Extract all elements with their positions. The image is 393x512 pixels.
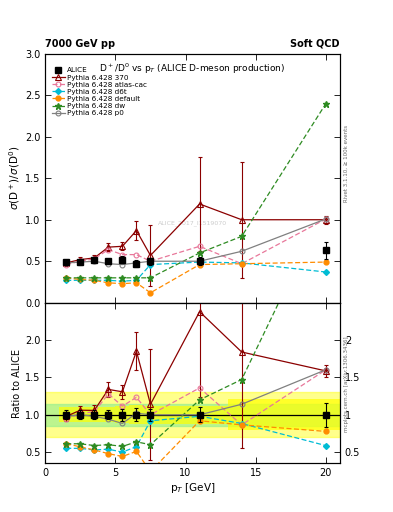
Bar [45,403,340,426]
Bar [45,392,340,437]
Text: 7000 GeV pp: 7000 GeV pp [45,38,115,49]
Legend: ALICE, Pythia 6.428 370, Pythia 6.428 atlas-cac, Pythia 6.428 d6t, Pythia 6.428 : ALICE, Pythia 6.428 370, Pythia 6.428 at… [52,68,147,116]
Y-axis label: $\sigma$(D$^+$)/$\sigma$(D$^0$): $\sigma$(D$^+$)/$\sigma$(D$^0$) [7,146,22,210]
X-axis label: p$_T$ [GeV]: p$_T$ [GeV] [170,481,215,495]
Text: ALICE_2017_I1519070: ALICE_2017_I1519070 [158,220,227,226]
Text: Rivet 3.1.10, ≥ 100k events: Rivet 3.1.10, ≥ 100k events [344,125,349,202]
Text: Soft QCD: Soft QCD [290,38,340,49]
Y-axis label: Ratio to ALICE: Ratio to ALICE [12,349,22,418]
Text: mcplots.cern.ch [arXiv:1306.3436]: mcplots.cern.ch [arXiv:1306.3436] [344,336,349,432]
Text: D$^+$/D$^0$ vs p$_T$ (ALICE D-meson production): D$^+$/D$^0$ vs p$_T$ (ALICE D-meson prod… [99,61,286,76]
